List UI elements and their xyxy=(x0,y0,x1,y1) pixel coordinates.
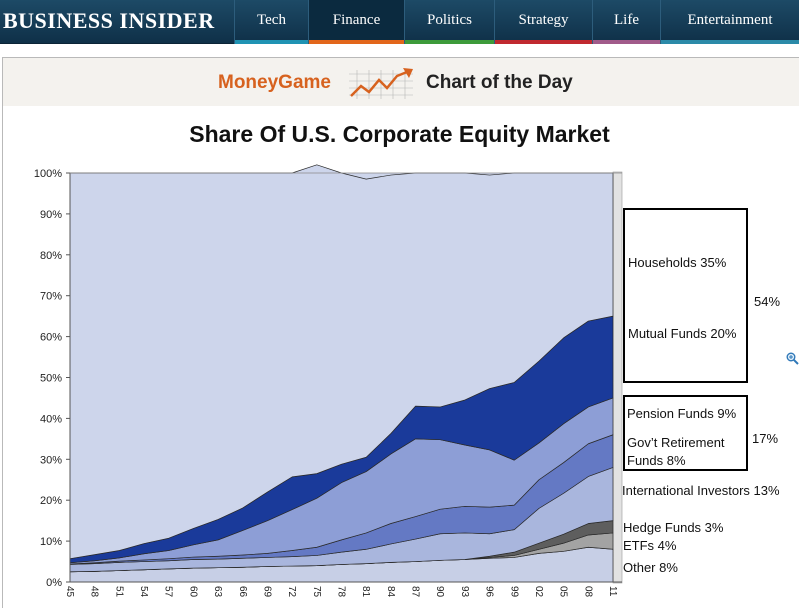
x-tick-label: 81 xyxy=(360,586,371,598)
y-tick-label: 70% xyxy=(40,291,62,303)
tab-strategy[interactable]: Strategy xyxy=(494,0,592,44)
legend-other: Other 8% xyxy=(623,560,678,575)
tab-entertainment-label: Entertainment xyxy=(687,12,773,28)
x-tick-label: 48 xyxy=(89,586,100,598)
x-tick-label: 60 xyxy=(187,586,198,598)
zoom-icon[interactable] xyxy=(786,352,799,365)
x-tick-label: 69 xyxy=(261,586,272,598)
legend-54-percent: 54% xyxy=(754,294,781,309)
tab-finance-bar xyxy=(309,40,404,44)
y-tick-label: 50% xyxy=(40,373,62,385)
legend-international-investors: International Investors 13% xyxy=(622,483,780,498)
legend-gov-retirement-funds: Funds 8% xyxy=(627,453,686,468)
x-tick-label: 08 xyxy=(582,586,593,598)
y-tick-label: 100% xyxy=(34,168,62,180)
moneygame-logo: MoneyGame xyxy=(218,72,331,93)
legend-17-percent: 17% xyxy=(752,431,779,446)
tab-politics[interactable]: Politics xyxy=(404,0,494,44)
x-tick-label: 02 xyxy=(533,586,544,598)
tab-politics-label: Politics xyxy=(426,12,472,28)
legend-etfs: ETFs 4% xyxy=(623,538,677,553)
x-tick-label: 54 xyxy=(138,586,149,598)
x-tick-label: 51 xyxy=(113,586,124,598)
x-tick-label: 87 xyxy=(410,586,421,598)
tab-entertainment-bar xyxy=(661,40,799,44)
x-tick-label: 63 xyxy=(212,586,223,598)
legend-households: Households 35% xyxy=(628,255,727,270)
tab-strategy-bar xyxy=(495,40,592,44)
tab-tech-label: Tech xyxy=(257,12,286,28)
chart-of-the-day-banner xyxy=(3,58,799,106)
content-frame xyxy=(2,57,799,608)
x-tick-label: 05 xyxy=(558,586,569,598)
households-mutual-funds-box xyxy=(623,208,748,383)
tab-finance[interactable]: Finance xyxy=(308,0,404,44)
pension-gov-box xyxy=(623,395,748,471)
y-tick-label: 80% xyxy=(40,250,62,262)
tab-strategy-label: Strategy xyxy=(518,12,569,28)
x-tick-label: 93 xyxy=(459,586,470,598)
legend-gov-retirement: Gov’t Retirement xyxy=(627,435,725,450)
x-tick-label: 66 xyxy=(237,586,248,598)
chart-title: Share Of U.S. Corporate Equity Market xyxy=(0,121,799,148)
tab-life-bar xyxy=(593,40,660,44)
chart-of-the-day-title: Chart of the Day xyxy=(426,72,573,93)
x-tick-label: 75 xyxy=(311,586,322,598)
tab-politics-bar xyxy=(405,40,494,44)
chart-title-text: Share Of U.S. Corporate Equity Market xyxy=(189,121,610,147)
x-tick-label: 84 xyxy=(385,586,396,598)
tab-finance-label: Finance xyxy=(332,12,381,28)
top-nav: BUSINESS INSIDER Tech Finance Politics S… xyxy=(0,0,799,44)
tab-entertainment[interactable]: Entertainment xyxy=(660,0,799,44)
y-tick-label: 10% xyxy=(40,536,62,548)
legend-mutual-funds: Mutual Funds 20% xyxy=(628,326,737,341)
tab-life[interactable]: Life xyxy=(592,0,660,44)
x-tick-label: 57 xyxy=(163,586,174,598)
y-tick-label: 60% xyxy=(40,332,62,344)
y-tick-label: 90% xyxy=(40,209,62,221)
y-tick-label: 30% xyxy=(40,454,62,466)
x-tick-label: 45 xyxy=(64,586,75,598)
y-tick-label: 0% xyxy=(46,577,62,589)
x-tick-label: 72 xyxy=(286,586,297,598)
y-tick-label: 20% xyxy=(40,495,62,507)
tab-life-label: Life xyxy=(614,12,639,28)
x-tick-label: 90 xyxy=(434,586,445,598)
legend-hedge-funds: Hedge Funds 3% xyxy=(623,520,724,535)
brand-logo[interactable]: BUSINESS INSIDER xyxy=(3,8,215,33)
tab-tech-bar xyxy=(235,40,308,44)
trend-chart-icon xyxy=(349,68,413,99)
x-tick-label: 96 xyxy=(484,586,495,598)
x-tick-label: 78 xyxy=(336,586,347,598)
y-tick-label: 40% xyxy=(40,413,62,425)
plot-right-edge xyxy=(612,171,623,584)
tab-tech[interactable]: Tech xyxy=(234,0,308,44)
x-tick-label: 11 xyxy=(607,586,618,597)
legend-pension-funds: Pension Funds 9% xyxy=(627,406,737,421)
x-tick-label: 99 xyxy=(508,586,519,598)
